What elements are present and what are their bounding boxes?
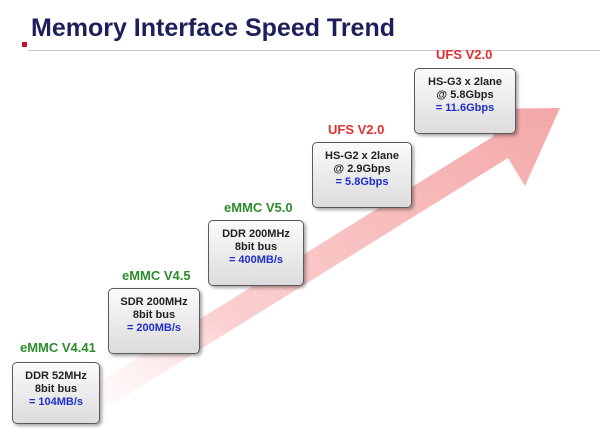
stage-label-ufs-v2-0-g2: UFS V2.0 (328, 122, 385, 137)
stage-spec-line: DDR 200MHz (222, 228, 290, 240)
stage-spec-line: 8bit bus (34, 383, 78, 395)
title-divider (28, 50, 600, 51)
stage-spec-line: DDR 52MHz (25, 370, 87, 382)
stage-box-emmc-v4-5: SDR 200MHz 8bit bus = 200MB/s (108, 288, 200, 354)
stage-speed: = 400MB/s (228, 254, 284, 266)
stage-box-ufs-v2-0-g2: HS-G2 x 2lane @ 2.9Gbps = 5.8Gbps (312, 142, 412, 208)
stage-box-emmc-v4-41: DDR 52MHz 8bit bus = 104MB/s (12, 362, 100, 424)
stage-speed: = 5.8Gbps (335, 176, 389, 188)
stage-spec-line: @ 5.8Gbps (436, 89, 494, 101)
stage-spec-line: HS-G3 x 2lane (428, 76, 502, 88)
stage-speed: = 200MB/s (126, 322, 182, 334)
stage-label-emmc-v4-41: eMMC V4.41 (20, 340, 96, 355)
stage-spec-line: @ 2.9Gbps (333, 163, 391, 175)
stage-label-emmc-v5-0: eMMC V5.0 (224, 200, 293, 215)
stage-spec-line: 8bit bus (234, 241, 278, 253)
title-accent-square (22, 42, 27, 47)
stage-label-emmc-v4-5: eMMC V4.5 (122, 268, 191, 283)
stage-spec-line: 8bit bus (132, 309, 176, 321)
stage-label-ufs-v2-0-g3: UFS V2.0 (436, 47, 493, 62)
stage-box-emmc-v5-0: DDR 200MHz 8bit bus = 400MB/s (208, 220, 304, 286)
stage-spec-line: SDR 200MHz (120, 296, 188, 308)
stage-speed: = 104MB/s (28, 396, 84, 408)
stage-box-ufs-v2-0-g3: HS-G3 x 2lane @ 5.8Gbps = 11.6Gbps (414, 68, 516, 134)
stage-spec-line: HS-G2 x 2lane (325, 150, 399, 162)
page-title: Memory Interface Speed Trend (31, 14, 396, 42)
title-bar: Memory Interface Speed Trend (0, 0, 600, 52)
stage-speed: = 11.6Gbps (435, 102, 495, 114)
